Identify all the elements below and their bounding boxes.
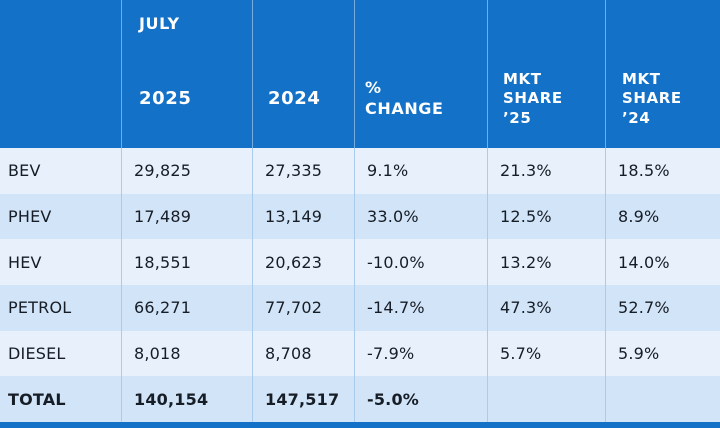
header-cell-mkt-share-25: MKT SHARE ’25 [487,0,605,148]
header-period-label: JULY [139,14,180,33]
row-label: TOTAL [8,389,66,409]
header-cell-2024: 2024 [252,0,354,148]
cell-mkt-share-24: 52.7% [605,285,720,331]
cell-mkt-share-25: 13.2% [487,239,605,286]
cell-mkt-share-24: 14.0% [605,239,720,286]
header-cell-fuel-type [0,0,121,148]
cell-mkt-share-25: 21.3% [487,148,605,194]
cell-mkt-share-25: 5.7% [487,330,605,377]
row-label: PETROL [8,298,72,318]
table-body: BEV 29,825 27,335 9.1% 21.3% 18.5% PHEV … [0,148,720,423]
row-label: PHEV [8,207,52,226]
cell-jul-2024: 8,708 [252,330,354,377]
row-label: HEV [8,252,42,272]
cell-jul-2024: 77,702 [252,285,354,331]
cell-jul-2024: 147,517 [252,376,354,423]
header-col-mkt-share-24-label: MKT SHARE ’24 [622,69,682,128]
header-col-2024-label: 2024 [268,88,321,110]
cell-jul-2024: 27,335 [252,148,354,194]
cell-pct-change: -5.0% [354,376,487,423]
cell-mkt-share-24: 8.9% [605,193,720,240]
cell-jul-2025: 8,018 [121,330,252,377]
cell-jul-2025: 66,271 [121,285,252,331]
row-label: BEV [8,161,41,181]
table-row-diesel: DIESEL 8,018 8,708 -7.9% 5.7% 5.9% [0,330,720,377]
cell-mkt-share-24: 5.9% [605,330,720,377]
cell-jul-2024: 13,149 [252,193,354,240]
cell-pct-change: -7.9% [354,330,487,377]
header-cell-mkt-share-24: MKT SHARE ’24 [605,0,720,148]
row-label: DIESEL [8,344,66,364]
cell-pct-change: 33.0% [354,193,487,240]
cell-jul-2025: 140,154 [121,376,252,423]
table-row-hev: HEV 18,551 20,623 -10.0% 13.2% 14.0% [0,239,720,286]
cell-mkt-share-25 [487,376,605,423]
header-cell-pct-change: % CHANGE [354,0,487,148]
table-row-phev: PHEV 17,489 13,149 33.0% 12.5% 8.9% [0,193,720,240]
cell-mkt-share-24: 18.5% [605,148,720,194]
table-row-petrol: PETROL 66,271 77,702 -14.7% 47.3% 52.7% [0,285,720,331]
cell-mkt-share-24 [605,376,720,423]
cell-jul-2025: 29,825 [121,148,252,194]
header-col-2025-label: 2025 [139,88,192,110]
header-col-pct-change-label: % CHANGE [365,77,444,118]
cell-pct-change: -14.7% [354,285,487,331]
cell-mkt-share-25: 47.3% [487,285,605,331]
table-row-bev: BEV 29,825 27,335 9.1% 21.3% 18.5% [0,148,720,194]
table-row-total: TOTAL 140,154 147,517 -5.0% [0,376,720,423]
bottom-accent-strip [0,422,720,428]
header-cell-2025: JULY 2025 [121,0,252,148]
cell-jul-2025: 18,551 [121,239,252,286]
cell-jul-2025: 17,489 [121,193,252,240]
cell-pct-change: -10.0% [354,239,487,286]
cell-jul-2024: 20,623 [252,239,354,286]
table-header-row: JULY 2025 2024 % CHANGE MKT SHARE ’25 MK… [0,0,720,148]
cell-pct-change: 9.1% [354,148,487,194]
header-col-mkt-share-25-label: MKT SHARE ’25 [503,69,563,128]
cell-mkt-share-25: 12.5% [487,193,605,240]
